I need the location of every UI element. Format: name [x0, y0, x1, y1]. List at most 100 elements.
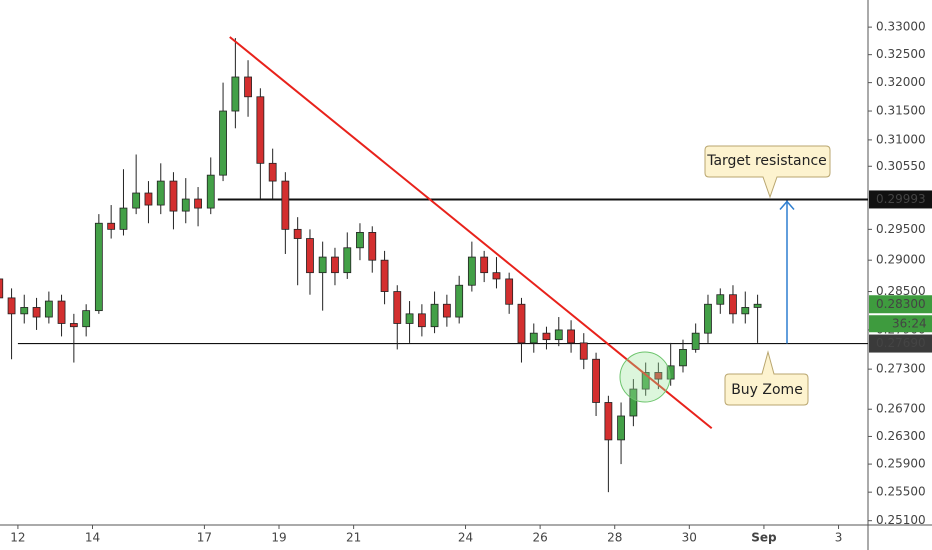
x-tick-label: 21 — [346, 531, 361, 545]
candle-body — [256, 96, 265, 164]
buy-callout: Buy Zome — [724, 350, 809, 406]
candle-body — [393, 291, 402, 324]
candle-body — [380, 259, 389, 292]
candle-body — [268, 162, 277, 182]
candle-body — [442, 303, 451, 318]
candle-body — [480, 256, 489, 274]
candle-body — [293, 228, 302, 239]
candle-body — [219, 110, 227, 176]
candle-body — [455, 284, 464, 318]
y-tick-label: 0.33000 — [876, 20, 926, 34]
current-price-label: 0.28300 — [876, 297, 926, 311]
target-callout: Target resistance — [704, 145, 831, 199]
y-tick-label: 0.26300 — [876, 429, 926, 443]
candle-body — [679, 349, 687, 367]
candle-body — [144, 192, 153, 206]
candle-body — [69, 323, 78, 328]
candle-body — [107, 222, 116, 230]
x-tick-label: 30 — [682, 531, 697, 545]
x-tick-label: 28 — [607, 531, 622, 545]
candle-body — [554, 329, 563, 341]
candle-body — [82, 310, 91, 328]
candle-body — [318, 256, 327, 274]
candle-body — [169, 180, 178, 212]
y-tick-label: 0.26700 — [876, 402, 926, 416]
candle-body — [356, 232, 364, 249]
candle-body — [629, 388, 638, 417]
y-tick-label: 0.27300 — [876, 362, 926, 376]
y-tick-label: 0.25900 — [876, 457, 926, 471]
countdown-label: 36:24 — [892, 316, 927, 330]
candle-body — [206, 174, 215, 209]
candle-body — [417, 313, 426, 328]
callout-box — [704, 145, 831, 199]
candle-body — [32, 307, 41, 318]
x-tick-label: 14 — [85, 531, 100, 545]
plot — [0, 36, 868, 493]
callout-text: Target resistance — [706, 153, 827, 169]
candle-body — [654, 372, 663, 380]
y-tick-label: 0.32000 — [876, 75, 926, 89]
candle-body — [20, 307, 29, 315]
candle-body — [716, 294, 725, 305]
candle-body — [505, 278, 514, 305]
y-tick-label: 0.31000 — [876, 132, 926, 146]
resistance-price-label: 0.29993 — [876, 192, 926, 206]
candle-body — [0, 278, 4, 299]
candle-body — [430, 303, 439, 328]
resistance-price-box — [869, 190, 932, 209]
candle-body — [641, 372, 650, 390]
candle-body — [343, 247, 352, 274]
candle-body — [244, 76, 252, 98]
callout-text: Buy Zome — [731, 382, 803, 398]
candle-body — [517, 303, 526, 344]
candle-body — [741, 307, 750, 315]
x-tick-label: Sep — [751, 531, 777, 545]
y-tick-label: 0.28500 — [876, 284, 926, 298]
x-tick-label: 17 — [197, 531, 212, 545]
y-tick-label: 0.29500 — [876, 222, 926, 236]
price-axis: 0.33000 0.32500 0.32000 0.31500 0.31000 0.305… — [10, 20, 932, 545]
x-tick-label: 26 — [532, 531, 547, 545]
candle-body — [132, 192, 141, 209]
candle-body — [44, 300, 53, 318]
candle-body — [542, 332, 551, 341]
x-tick-label: 12 — [10, 531, 25, 545]
candle-body — [94, 222, 103, 312]
candle-body — [119, 207, 128, 230]
candle-body — [729, 294, 737, 315]
highlight-circle — [619, 351, 671, 403]
candle-body — [604, 402, 613, 441]
candle-body — [306, 238, 314, 274]
support-price-label: 0.27690 — [876, 336, 926, 350]
candle-body — [666, 365, 675, 380]
candle-body — [579, 342, 588, 360]
candle-body — [231, 76, 240, 112]
y-tick-label: 0.29000 — [876, 253, 926, 267]
candle-body — [617, 415, 625, 441]
x-tick-label: 3 — [835, 531, 843, 545]
candle-body — [331, 256, 339, 274]
candle-body — [181, 198, 190, 212]
callout-box — [724, 350, 809, 406]
candle-body — [57, 300, 66, 324]
candle-body — [529, 332, 538, 344]
candle-body — [368, 232, 377, 261]
y-tick-label: 0.32500 — [876, 47, 926, 61]
candle-body — [405, 313, 414, 324]
support-price-box — [869, 334, 932, 353]
candle-body — [7, 297, 16, 315]
y-tick-label: 0.25500 — [876, 485, 926, 499]
candle-body — [467, 256, 476, 286]
candle-body — [194, 198, 202, 209]
arrow-head — [779, 200, 795, 210]
trendline — [229, 36, 713, 430]
countdown-box — [869, 315, 932, 333]
x-tick-label: 24 — [458, 531, 473, 545]
candle-body — [592, 358, 600, 403]
x-tick-label: 19 — [271, 531, 286, 545]
candle-body — [704, 303, 712, 334]
y-tick-label: 0.31500 — [876, 104, 926, 118]
